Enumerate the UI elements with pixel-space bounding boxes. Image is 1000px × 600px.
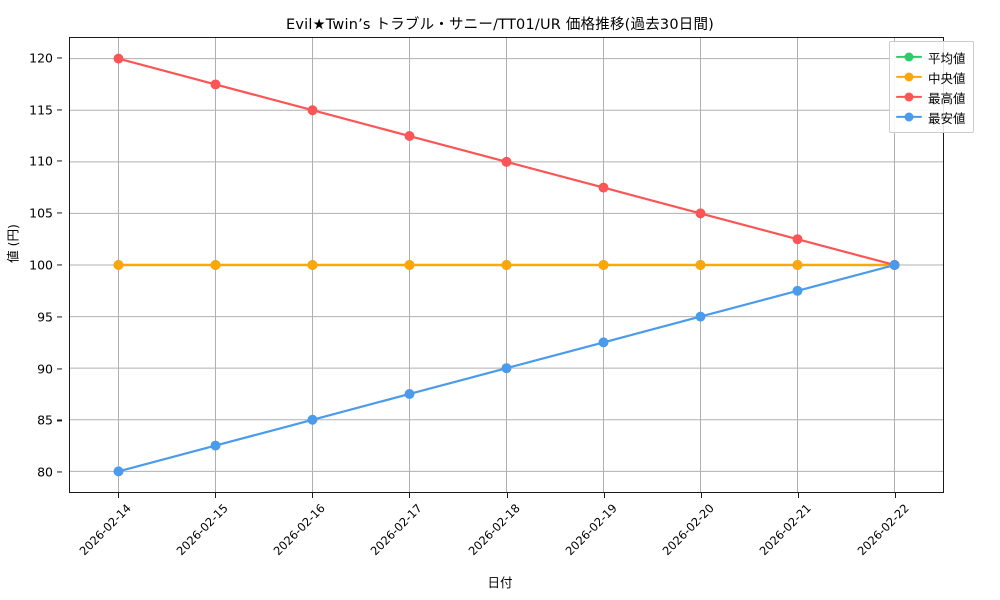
y-tick-label: 80 bbox=[37, 464, 53, 480]
legend-label: 中央値 bbox=[928, 70, 966, 86]
data-point-marker bbox=[113, 53, 124, 64]
data-point-marker bbox=[695, 260, 706, 270]
x-tick-mark bbox=[409, 493, 411, 498]
data-point-marker bbox=[598, 260, 609, 270]
y-tick-label: 95 bbox=[37, 309, 53, 325]
data-point-marker bbox=[501, 156, 512, 167]
y-tick-label: 105 bbox=[29, 205, 53, 221]
data-point-marker bbox=[695, 208, 706, 219]
y-tick-label: 110 bbox=[29, 153, 53, 169]
y-tick-label: 115 bbox=[29, 102, 53, 118]
y-tick-mark bbox=[57, 316, 62, 318]
x-tick-mark bbox=[506, 493, 508, 498]
legend-item[interactable]: 最安値 bbox=[896, 107, 966, 127]
data-point-marker bbox=[598, 337, 609, 348]
legend-item[interactable]: 平均値 bbox=[896, 47, 966, 67]
x-tick-mark bbox=[214, 493, 216, 498]
x-axis-tick-labels: 2026-02-14 2026-02-15 2026-02-16 2026-02-17… bbox=[69, 493, 944, 573]
chart-legend: 平均値中央値最高値最安値 bbox=[889, 41, 974, 133]
data-point-marker bbox=[404, 131, 415, 142]
data-point-marker bbox=[404, 260, 415, 270]
legend-swatch-icon bbox=[896, 110, 922, 124]
x-axis-label: 日付 bbox=[487, 575, 513, 590]
y-tick-label: 100 bbox=[29, 257, 53, 273]
data-point-marker bbox=[792, 285, 803, 296]
legend-item[interactable]: 中央値 bbox=[896, 67, 966, 87]
legend-label: 最安値 bbox=[928, 110, 966, 126]
data-point-marker bbox=[307, 105, 318, 116]
legend-marker-icon bbox=[904, 52, 914, 62]
data-point-marker bbox=[598, 182, 609, 193]
data-series-layer bbox=[113, 53, 900, 477]
data-point-marker bbox=[307, 260, 318, 270]
y-tick-mark bbox=[57, 108, 62, 111]
y-tick-mark bbox=[57, 57, 62, 59]
x-tick-mark bbox=[895, 493, 897, 498]
data-point-marker bbox=[889, 260, 900, 270]
x-tick-label: 2026-02-19 bbox=[562, 501, 620, 559]
x-tick-mark bbox=[312, 493, 314, 498]
legend-swatch-icon bbox=[896, 70, 922, 84]
data-point-marker bbox=[210, 260, 221, 270]
data-point-marker bbox=[695, 311, 706, 322]
data-point-marker bbox=[501, 363, 512, 374]
y-tick-mark bbox=[57, 471, 62, 473]
legend-swatch-icon bbox=[896, 90, 922, 104]
data-point-marker bbox=[404, 388, 415, 399]
y-tick-label: 90 bbox=[37, 361, 53, 377]
y-tick-label: 85 bbox=[37, 412, 53, 428]
x-tick-label: 2026-02-21 bbox=[756, 501, 815, 559]
y-axis-label: 値 (円) bbox=[5, 224, 21, 263]
legend-label: 最高値 bbox=[928, 90, 966, 106]
legend-item[interactable]: 最高値 bbox=[896, 87, 966, 107]
data-point-marker bbox=[210, 79, 221, 90]
legend-label: 平均値 bbox=[928, 50, 966, 66]
data-point-marker bbox=[307, 414, 318, 425]
data-point-marker bbox=[501, 260, 512, 270]
y-tick-label: 120 bbox=[29, 50, 53, 66]
y-tick-mark bbox=[57, 419, 62, 421]
legend-marker-icon bbox=[904, 72, 914, 82]
x-tick-mark bbox=[117, 493, 119, 498]
x-tick-mark bbox=[700, 493, 703, 498]
legend-swatch-icon bbox=[896, 50, 922, 64]
legend-marker-icon bbox=[904, 112, 914, 122]
x-tick-label: 2026-02-20 bbox=[659, 501, 717, 559]
x-tick-label: 2026-02-17 bbox=[367, 501, 426, 559]
plot-area bbox=[69, 37, 944, 493]
data-point-marker bbox=[113, 260, 124, 270]
x-tick-label: 2026-02-14 bbox=[76, 501, 134, 559]
y-tick-mark bbox=[57, 368, 62, 370]
x-tick-mark bbox=[603, 493, 605, 498]
x-tick-label: 2026-02-22 bbox=[854, 501, 912, 559]
y-tick-mark bbox=[57, 212, 62, 214]
data-point-marker bbox=[792, 234, 803, 245]
x-tick-label: 2026-02-15 bbox=[173, 501, 231, 559]
data-point-marker bbox=[113, 466, 124, 477]
y-tick-mark bbox=[57, 160, 62, 162]
chart-title: Evil★Twin’s トラブル・サニー/TT01/UR 価格推移(過去30日間… bbox=[285, 17, 715, 33]
x-tick-mark bbox=[798, 493, 800, 498]
data-point-marker bbox=[210, 440, 221, 451]
x-tick-label: 2026-02-16 bbox=[270, 501, 328, 559]
data-point-marker bbox=[792, 260, 803, 270]
x-tick-label: 2026-02-18 bbox=[465, 501, 523, 559]
y-tick-mark bbox=[57, 264, 62, 266]
y-axis-tick-labels: 80 85 90 95 100 105 110 115 120 bbox=[0, 37, 62, 493]
legend-marker-icon bbox=[904, 92, 914, 102]
